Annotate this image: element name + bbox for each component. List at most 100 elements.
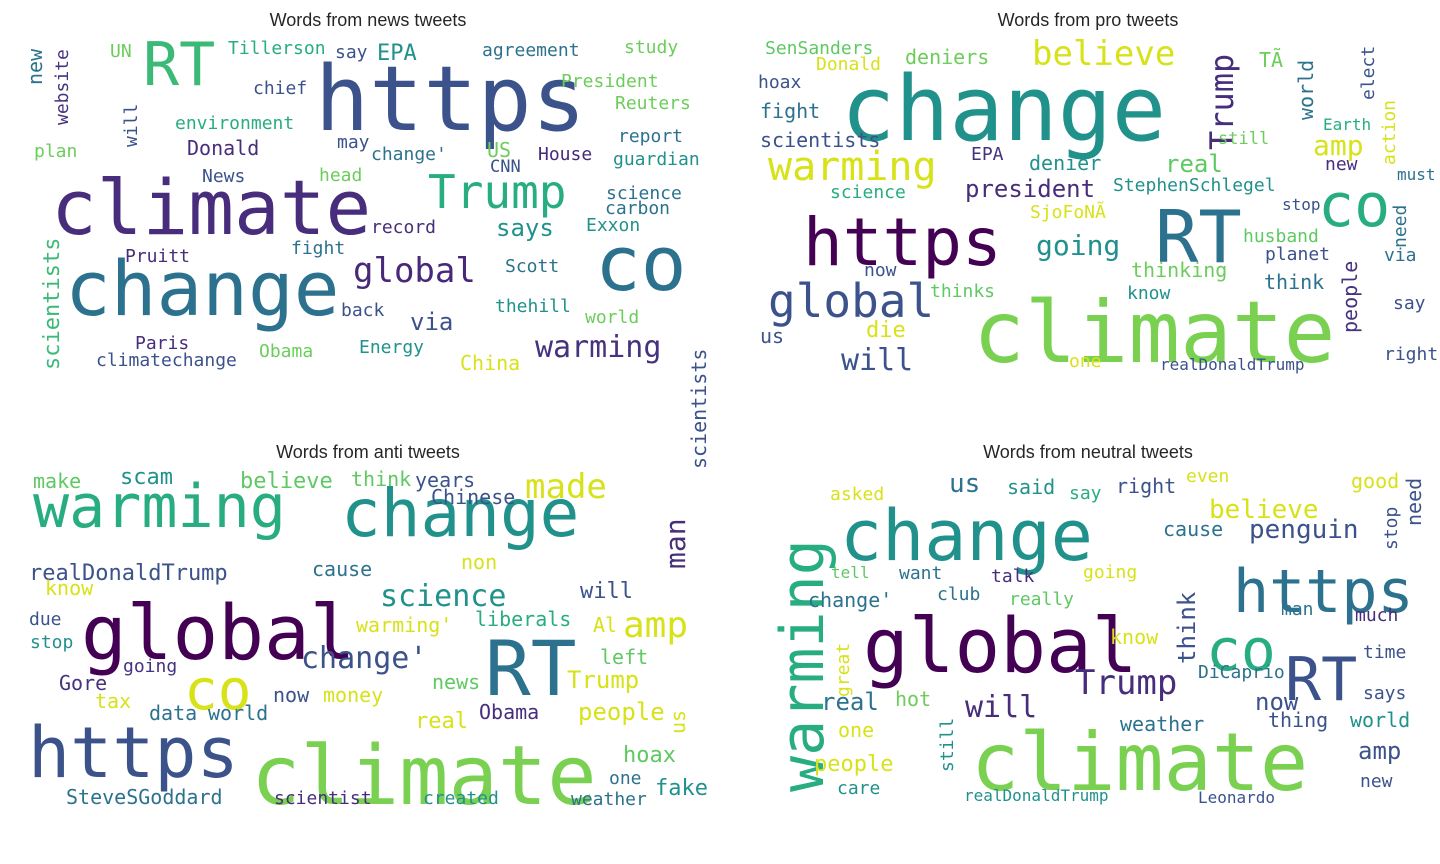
word-made: made — [525, 467, 607, 507]
word-one: one — [838, 718, 874, 742]
word-people: people — [1338, 261, 1362, 333]
word-say: say — [335, 42, 368, 63]
word-real: real — [415, 709, 468, 734]
word-says: says — [496, 214, 554, 242]
word-donald: Donald — [187, 136, 259, 160]
wordcloud-panel-pro: Words from pro tweets change climate https… — [743, 0, 1438, 400]
word-new: new — [23, 48, 47, 85]
word-going: going — [1083, 562, 1137, 583]
word-plan: plan — [34, 141, 77, 162]
word-believe: believe — [1209, 495, 1319, 525]
wordcloud-news: https climatechange co RT Trump global warming… — [23, 30, 700, 375]
word-new: new — [1360, 771, 1393, 792]
word-hoax: hoax — [758, 72, 802, 93]
word-al: Al — [593, 613, 617, 637]
word-head: head — [319, 165, 362, 186]
word-science: science — [380, 579, 506, 614]
word-trump: Trump — [1075, 663, 1177, 703]
word-news: news — [432, 670, 480, 694]
word-liberals: liberals — [475, 607, 571, 631]
word-scientists: scientists — [40, 238, 65, 370]
word-co: co — [595, 219, 687, 308]
word-obama: Obama — [479, 700, 539, 724]
word-now: now — [1255, 688, 1299, 716]
word-rt: RT — [1285, 645, 1357, 715]
word-https: https — [803, 204, 1002, 281]
word-epa: EPA — [377, 41, 417, 66]
word-cause: cause — [1163, 517, 1223, 541]
word-realdonaldtrump: realDonaldTrump — [1160, 355, 1305, 374]
word-know: know — [1110, 625, 1159, 649]
word-may: may — [337, 132, 370, 153]
word-china: China — [460, 351, 520, 375]
word-dicaprio: DiCaprio — [1198, 662, 1285, 683]
word-say: say — [1069, 483, 1102, 504]
word-fake: fake — [655, 776, 708, 801]
word-back: back — [341, 300, 385, 321]
word-scientist: scientist — [274, 788, 372, 809]
word-still: still — [937, 718, 958, 772]
word-change: change — [841, 57, 1166, 162]
word-warming: warming — [33, 472, 286, 542]
word-world: world — [1350, 708, 1410, 732]
word-https: https — [1233, 557, 1414, 627]
word-chinese: Chinese — [431, 485, 515, 509]
word-world: world — [1294, 60, 1318, 120]
panel-title: Words from pro tweets — [997, 10, 1179, 30]
word-co: co — [1318, 171, 1390, 241]
word-non: non — [461, 550, 497, 574]
word-leonardo: Leonardo — [1198, 788, 1275, 807]
word-even: even — [1186, 466, 1229, 487]
word-via: via — [410, 308, 453, 336]
word-amp: amp — [1313, 129, 1364, 162]
word-sensanders: SenSanders — [765, 38, 873, 59]
word-still: still — [1218, 129, 1269, 149]
word-thinking: thinking — [1131, 258, 1227, 282]
word-trump: Trump — [428, 165, 566, 219]
word-will: will — [121, 104, 142, 147]
word-will: will — [841, 343, 913, 378]
word-carbon: carbon — [605, 198, 670, 219]
word-change: change — [65, 244, 340, 333]
word-tell: tell — [831, 563, 870, 582]
word-website: website — [52, 49, 73, 125]
word-want: want — [899, 563, 942, 584]
word-tillerson: Tillerson — [228, 38, 326, 59]
word-know: know — [1127, 283, 1171, 304]
word-us: us — [760, 324, 784, 348]
word-https: https — [28, 712, 239, 794]
word-change: change' — [371, 144, 447, 165]
word-change: change' — [808, 588, 892, 612]
word-fight: fight — [760, 99, 820, 123]
word-people: people — [578, 698, 665, 726]
word-elect: elect — [1358, 46, 1379, 100]
word-https: https — [315, 47, 586, 152]
word-co: co — [184, 658, 251, 723]
word-pruitt: Pruitt — [125, 246, 190, 267]
word-tax: tax — [95, 689, 131, 713]
word-environment: environment — [175, 113, 294, 134]
word-money: money — [323, 683, 383, 707]
word-global: global — [353, 251, 476, 291]
word-guardian: guardian — [613, 149, 700, 170]
word-us: US — [487, 138, 511, 162]
word-stop: stop — [1381, 507, 1402, 550]
word-man: man — [659, 518, 692, 569]
word-us: us — [949, 469, 980, 499]
word-warming: warming' — [356, 613, 452, 637]
word-reuters: Reuters — [615, 93, 691, 114]
word-years: years — [415, 468, 475, 492]
word-great: great — [833, 643, 854, 697]
word-right: right — [1116, 474, 1176, 498]
word-think: think — [1264, 270, 1324, 294]
word-time: time — [1363, 642, 1406, 663]
word-rt: RT — [143, 30, 215, 100]
word-cause: cause — [312, 557, 372, 581]
word-paris: Paris — [135, 333, 189, 354]
word-exxon: Exxon — [586, 215, 640, 236]
word-created: created — [423, 788, 499, 809]
word-trump: Trump — [567, 666, 639, 694]
word-scam: scam — [120, 465, 173, 490]
word-much: much — [1355, 605, 1398, 626]
word-think: think — [351, 467, 411, 491]
